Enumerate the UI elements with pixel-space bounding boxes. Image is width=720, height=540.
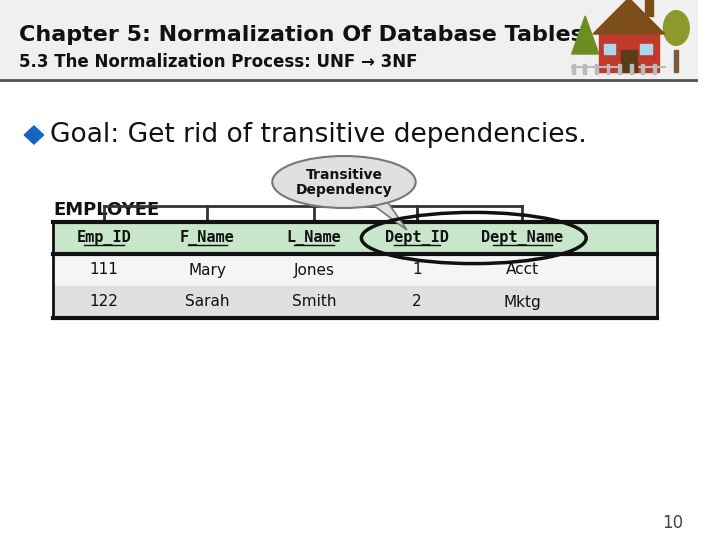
Text: Mktg: Mktg (503, 294, 541, 309)
Bar (595, 64, 598, 74)
Text: 2: 2 (412, 294, 421, 309)
Bar (53, 254, 657, 286)
Text: 1: 1 (412, 262, 421, 278)
Ellipse shape (272, 156, 415, 208)
Text: F_Name: F_Name (180, 230, 235, 246)
Text: Dependency: Dependency (296, 183, 392, 197)
Bar (642, 64, 644, 74)
Text: 122: 122 (90, 294, 119, 309)
Text: Dept_ID: Dept_ID (384, 230, 449, 246)
Text: Goal: Get rid of transitive dependencies.: Goal: Get rid of transitive dependencies… (50, 122, 587, 148)
Polygon shape (593, 0, 665, 34)
Bar (599, 34, 659, 72)
Bar (603, 44, 616, 54)
Text: Mary: Mary (189, 262, 226, 278)
Polygon shape (24, 126, 44, 144)
Bar (583, 64, 586, 74)
Text: Chapter 5: Normalization Of Database Tables: Chapter 5: Normalization Of Database Tab… (19, 25, 584, 45)
Text: Smith: Smith (292, 294, 336, 309)
Text: Dept_Name: Dept_Name (481, 230, 563, 246)
Text: EMPLOYEE: EMPLOYEE (53, 201, 160, 219)
Ellipse shape (662, 10, 690, 46)
Bar (621, 50, 636, 72)
Text: 111: 111 (90, 262, 119, 278)
Text: L_Name: L_Name (287, 230, 341, 246)
Bar (53, 222, 657, 254)
Polygon shape (572, 16, 599, 54)
Text: Acct: Acct (505, 262, 539, 278)
Polygon shape (373, 202, 407, 230)
Bar (618, 64, 621, 74)
Bar (53, 286, 657, 318)
Bar (630, 64, 633, 74)
Bar (641, 44, 652, 54)
Text: Jones: Jones (294, 262, 334, 278)
Text: Transitive: Transitive (305, 168, 382, 182)
Bar (572, 64, 575, 74)
Bar (0, 0, 698, 80)
Bar (653, 64, 656, 74)
Text: 5.3 The Normalization Process: UNF → 3NF: 5.3 The Normalization Process: UNF → 3NF (19, 53, 418, 71)
Bar (645, 0, 653, 16)
Text: Sarah: Sarah (185, 294, 230, 309)
Text: Emp_ID: Emp_ID (77, 230, 132, 246)
Text: 10: 10 (662, 514, 683, 532)
Bar (606, 64, 609, 74)
Bar (675, 50, 678, 72)
